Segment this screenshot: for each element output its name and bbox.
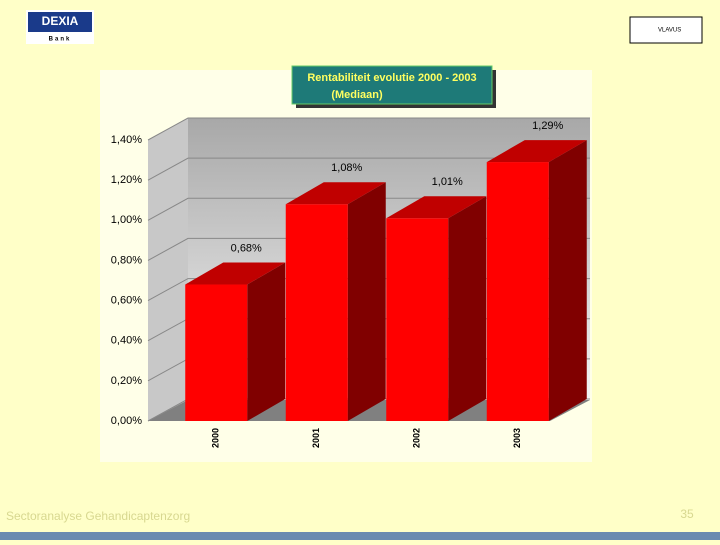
- footer: Sectoranalyse Gehandicaptenzorg: [6, 509, 190, 523]
- logo-sub: Bank: [49, 37, 72, 43]
- y-tick-label: 0,80%: [111, 254, 142, 266]
- y-tick-label: 1,00%: [111, 214, 142, 226]
- grid-line: [147, 117, 590, 141]
- bar-side: [448, 196, 487, 421]
- bar: [185, 284, 248, 421]
- value-label: 1,01%: [432, 176, 463, 188]
- y-tick-label: 1,20%: [111, 174, 142, 186]
- y-tick-label: 0,40%: [111, 335, 142, 347]
- y-tick-label: 0,20%: [111, 375, 142, 387]
- x-tick-label: 2003: [512, 428, 522, 448]
- x-tick-label: 2000: [211, 428, 221, 448]
- bar: [285, 204, 348, 421]
- bar-top: [486, 140, 587, 163]
- partner-logo: VLAVUS: [658, 28, 681, 34]
- bar-top: [386, 196, 487, 219]
- y-tick-label: 1,40%: [111, 134, 142, 146]
- bar-top: [185, 262, 286, 285]
- page-number: 35: [680, 507, 694, 521]
- logo-bar: [28, 12, 92, 32]
- value-label: 1,29%: [532, 120, 563, 132]
- chart-subtitle: (Mediaan): [331, 89, 383, 101]
- value-label: 0,68%: [231, 242, 262, 254]
- bar-side: [347, 182, 386, 421]
- bar-top: [285, 182, 386, 205]
- grid-line: [147, 157, 590, 181]
- side-wall: [148, 118, 188, 421]
- y-tick-label: 0,60%: [111, 294, 142, 306]
- y-tick-label: 0,00%: [111, 415, 142, 427]
- logo-name: DEXIA: [42, 14, 79, 28]
- value-label: 1,08%: [331, 162, 362, 174]
- bar: [486, 162, 549, 422]
- title-box: [291, 65, 493, 105]
- bar: [386, 218, 449, 421]
- partner-logo-box: [629, 16, 703, 44]
- x-tick-label: 2002: [412, 428, 422, 448]
- chart-title: Rentabiliteit evolutie 2000 - 2003: [307, 72, 476, 84]
- bar-side: [548, 140, 587, 422]
- bottom-bar: [0, 532, 720, 540]
- bar-side: [247, 262, 286, 421]
- x-tick-label: 2001: [311, 428, 321, 448]
